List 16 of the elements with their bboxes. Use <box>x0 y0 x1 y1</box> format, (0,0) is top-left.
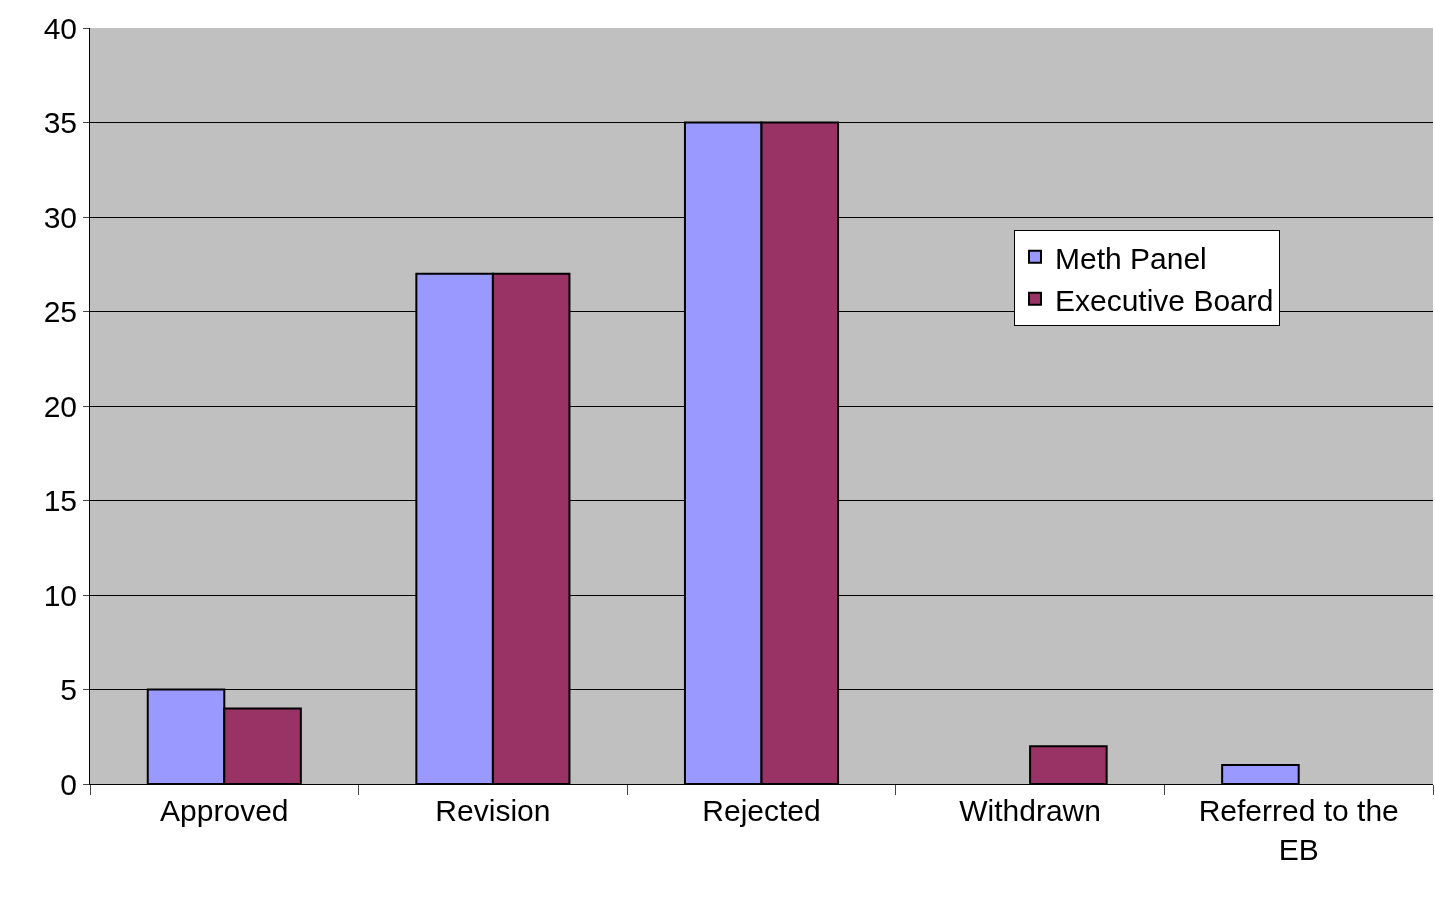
x-tick-label: Referred to the EB <box>1198 794 1399 866</box>
y-tick-label: 15 <box>43 484 77 517</box>
y-tick-label: 30 <box>43 200 77 234</box>
y-tick-label: 10 <box>43 578 77 612</box>
legend-label: Executive Board <box>1054 283 1274 317</box>
x-tick-label: Approved <box>160 794 289 827</box>
y-tick-label: 35 <box>43 106 77 139</box>
x-tick-label: Withdrawn <box>959 794 1101 827</box>
y-tick-label: 0 <box>60 767 77 801</box>
legend-label: Meth Panel <box>1054 241 1207 275</box>
y-tick-label: 40 <box>43 11 77 45</box>
y-tick-label: 5 <box>60 673 77 706</box>
x-tick-label: Revision <box>435 794 551 827</box>
x-tick-label: Rejected <box>702 794 821 827</box>
y-tick-label: 20 <box>43 389 77 423</box>
y-tick-label: 25 <box>43 295 77 328</box>
